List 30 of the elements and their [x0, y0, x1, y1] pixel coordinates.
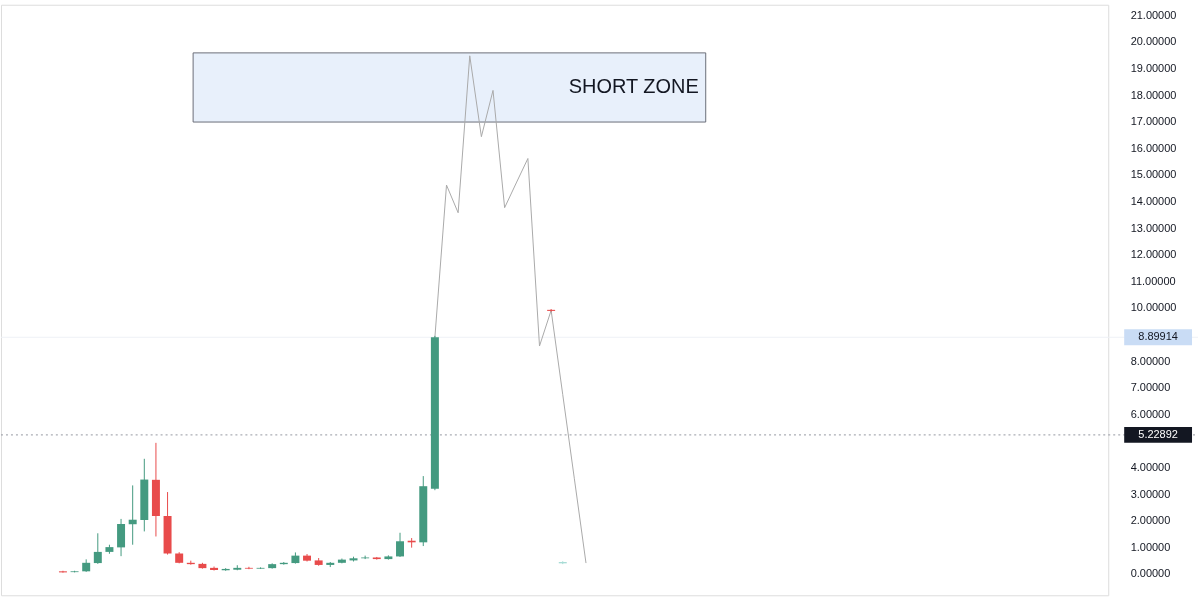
y-tick-label: 7.00000: [1130, 381, 1171, 394]
y-tick-label: 4.00000: [1130, 461, 1171, 474]
band-label: SHORT ZONE: [568, 75, 699, 98]
candlestick: [547, 308, 556, 313]
y-tick-label: 1.00000: [1130, 540, 1171, 553]
candlestick: [244, 566, 253, 570]
candlestick: [396, 532, 405, 558]
y-tick-label: 20.00000: [1130, 35, 1177, 48]
ref-line-label: 8.89914: [1138, 330, 1178, 343]
candlestick: [93, 532, 102, 565]
y-tick-label: 11.00000: [1130, 274, 1176, 287]
y-tick-label: 12.00000: [1130, 248, 1177, 261]
y-tick-label: 19.00000: [1130, 62, 1177, 75]
y-tick-label: 10.00000: [1130, 301, 1177, 314]
candlestick: [210, 566, 219, 572]
y-tick-label: 17.00000: [1130, 115, 1177, 128]
y-tick-label: 6.00000: [1130, 407, 1171, 420]
y-tick-label: 18.00000: [1130, 88, 1177, 101]
y-tick-label: 2.00000: [1130, 514, 1171, 527]
y-tick-label: 8.00000: [1130, 354, 1171, 367]
ref-line-label: 5.22892: [1138, 427, 1178, 440]
candlestick: [117, 518, 126, 557]
y-tick-label: 16.00000: [1130, 141, 1177, 154]
y-tick-label: 0.00000: [1130, 567, 1171, 580]
y-tick-label: 3.00000: [1130, 487, 1171, 500]
y-tick-label: 13.00000: [1130, 221, 1177, 234]
y-tick-label: 14.00000: [1130, 195, 1177, 208]
y-tick-label: 21.00000: [1130, 8, 1177, 21]
candlestick: [58, 570, 67, 574]
y-tick-label: 15.00000: [1130, 168, 1177, 181]
